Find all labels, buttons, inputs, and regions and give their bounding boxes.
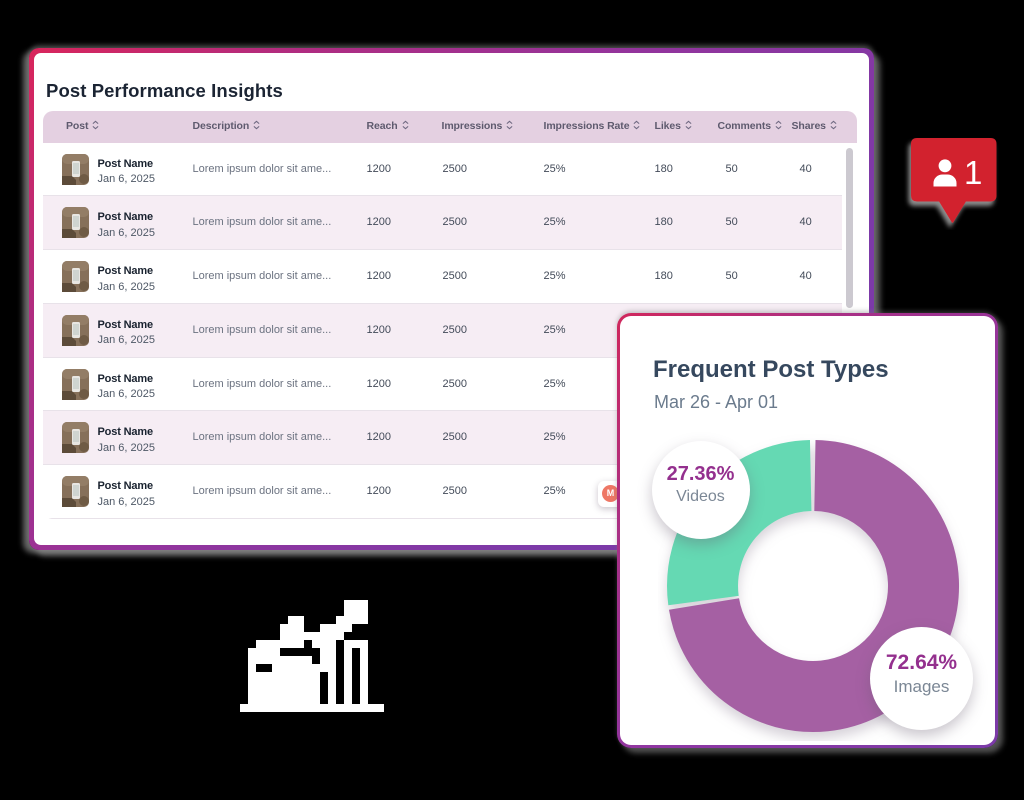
svg-text:1: 1	[964, 154, 982, 191]
